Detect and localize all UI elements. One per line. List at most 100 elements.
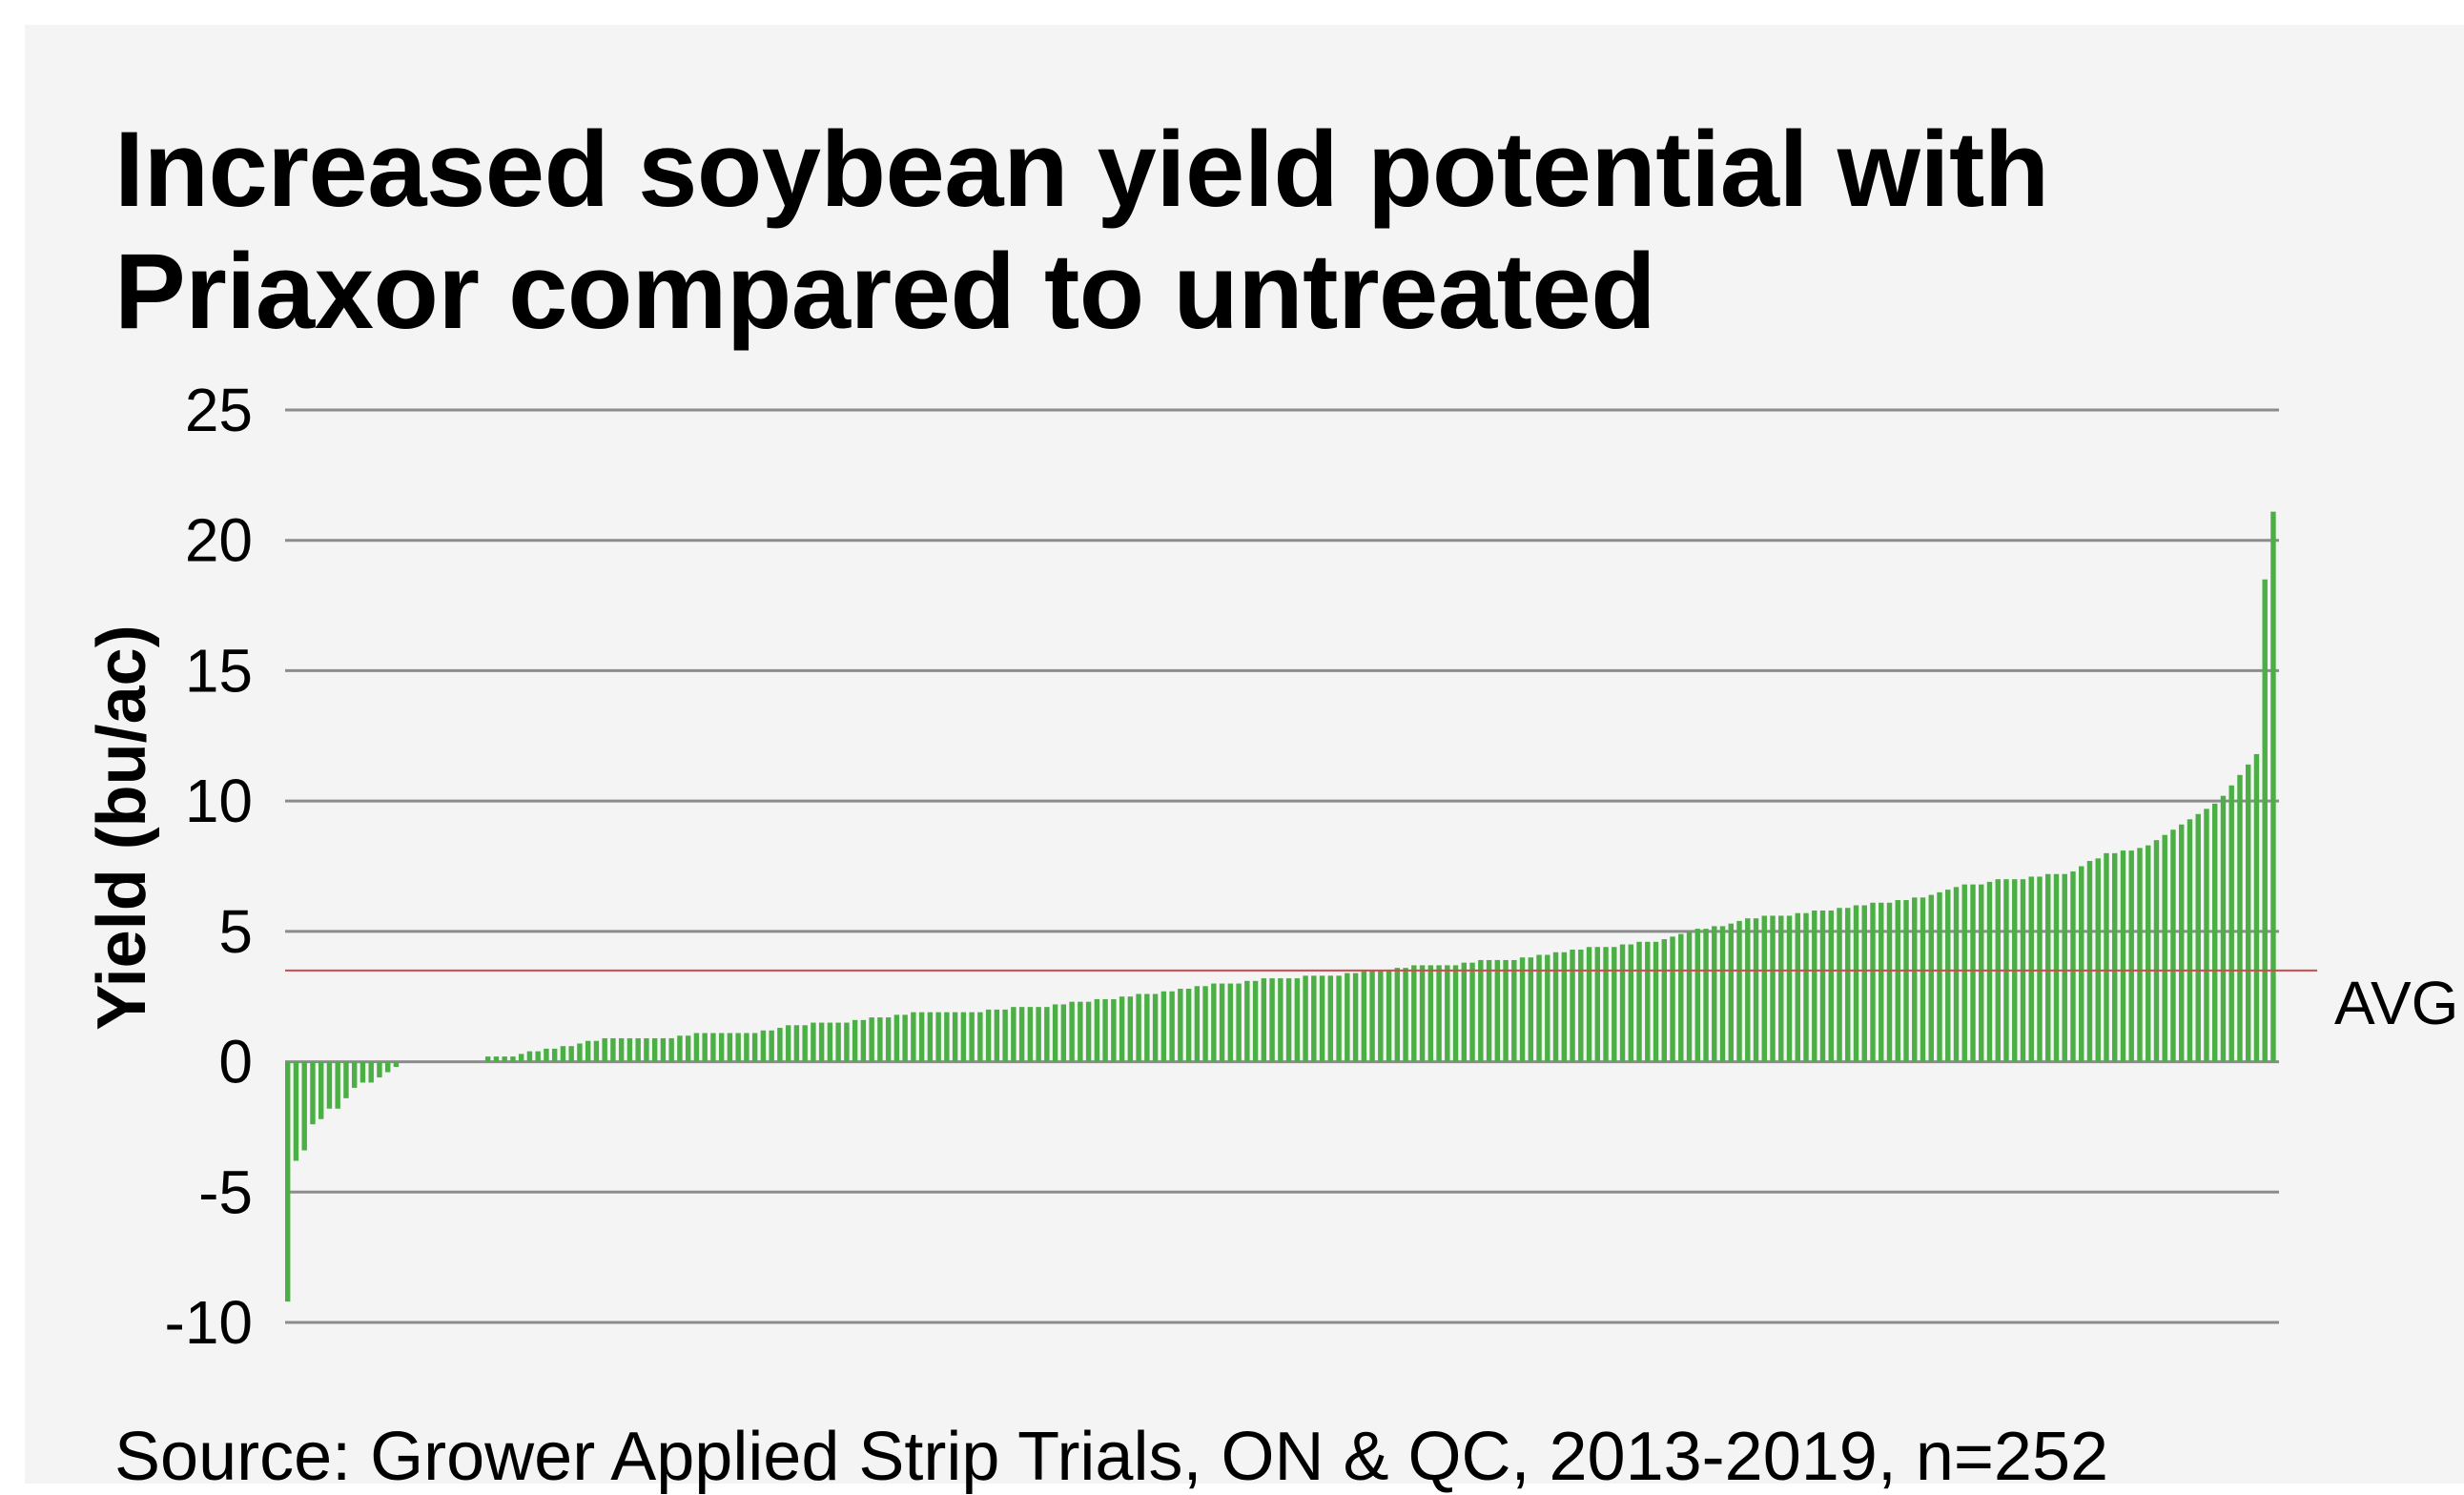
bar xyxy=(1545,954,1550,1062)
bar xyxy=(2053,873,2060,1062)
bar xyxy=(1636,941,1642,1062)
bar xyxy=(1386,970,1392,1062)
bar xyxy=(2237,774,2243,1062)
bar xyxy=(852,1019,858,1062)
bar xyxy=(1903,900,1909,1062)
bar xyxy=(1336,975,1342,1062)
bar xyxy=(2170,829,2176,1062)
bar xyxy=(1202,986,1208,1062)
bar xyxy=(644,1037,649,1062)
y-tick-label: 5 xyxy=(218,897,253,966)
bar xyxy=(1970,884,1976,1062)
bar xyxy=(1979,884,1984,1062)
bar xyxy=(1953,887,1960,1062)
bar xyxy=(1753,918,1759,1062)
bar xyxy=(285,1061,291,1302)
bar xyxy=(1069,1001,1075,1062)
bar xyxy=(1511,959,1517,1062)
bar xyxy=(384,1061,391,1073)
bar xyxy=(1795,912,1800,1062)
bar xyxy=(785,1025,791,1062)
bar xyxy=(2120,850,2126,1062)
bar xyxy=(2137,848,2143,1062)
bar xyxy=(1628,944,1633,1062)
bar xyxy=(869,1017,874,1062)
chart-title: Increased soybean yield potential with P… xyxy=(114,109,2049,353)
bar xyxy=(585,1040,591,1062)
bar xyxy=(710,1033,716,1062)
bar xyxy=(1018,1007,1025,1062)
bar xyxy=(635,1037,641,1062)
bar xyxy=(544,1048,549,1062)
bar xyxy=(1837,908,1842,1062)
bar xyxy=(1303,975,1308,1062)
bar xyxy=(1378,970,1384,1062)
bar xyxy=(560,1046,566,1062)
bar xyxy=(1352,973,1359,1062)
bar xyxy=(568,1046,574,1062)
gridlines xyxy=(285,408,2279,1324)
bar xyxy=(1452,965,1459,1062)
bar xyxy=(651,1037,658,1062)
bar xyxy=(977,1012,983,1062)
bar xyxy=(626,1037,633,1062)
bar xyxy=(1436,965,1442,1062)
bar xyxy=(1661,939,1667,1062)
bar xyxy=(860,1019,867,1062)
bar xyxy=(2204,809,2209,1062)
bar xyxy=(1127,996,1134,1062)
bar xyxy=(1786,915,1793,1062)
bar xyxy=(777,1028,783,1062)
bar xyxy=(1236,983,1242,1062)
bar xyxy=(1712,926,1717,1062)
bar xyxy=(502,1056,507,1062)
bar xyxy=(952,1012,958,1062)
y-tick-label: -10 xyxy=(165,1288,254,1357)
bar xyxy=(1111,998,1117,1062)
bar xyxy=(1819,910,1826,1062)
bar xyxy=(2187,819,2193,1062)
y-tick-label: 20 xyxy=(185,506,253,575)
bar xyxy=(735,1033,741,1062)
bar xyxy=(2162,834,2167,1062)
bar xyxy=(1361,970,1367,1062)
bar xyxy=(2037,876,2043,1062)
average-label: AVG xyxy=(2334,969,2458,1037)
bar xyxy=(1044,1007,1050,1062)
bar xyxy=(1178,989,1183,1062)
bar xyxy=(1861,905,1867,1062)
bar xyxy=(326,1061,333,1109)
bar xyxy=(1920,897,1926,1062)
bar xyxy=(944,1012,950,1062)
bar xyxy=(1536,954,1542,1062)
bar xyxy=(1494,959,1501,1062)
bar xyxy=(1478,959,1484,1062)
bar xyxy=(610,1037,616,1062)
bar xyxy=(2146,845,2151,1062)
bar xyxy=(702,1033,708,1062)
bar xyxy=(1285,978,1292,1062)
bar xyxy=(1736,920,1742,1062)
bar xyxy=(1427,965,1434,1062)
bar xyxy=(877,1017,883,1062)
bar xyxy=(368,1061,374,1083)
bar xyxy=(310,1061,316,1125)
bar xyxy=(2153,840,2160,1062)
y-axis-title: Yield (bu/ac) xyxy=(84,625,160,1030)
bar xyxy=(935,1012,941,1062)
bar xyxy=(985,1009,992,1062)
bar xyxy=(1094,998,1100,1062)
bar xyxy=(293,1061,299,1161)
bar xyxy=(927,1012,934,1062)
bar xyxy=(769,1030,774,1062)
bar xyxy=(301,1061,307,1151)
bar xyxy=(1937,891,1942,1062)
bar xyxy=(2112,852,2118,1062)
bar xyxy=(1728,923,1734,1062)
bar xyxy=(2179,824,2185,1062)
bar xyxy=(2246,764,2251,1062)
bar xyxy=(660,1037,667,1062)
bar xyxy=(1561,952,1568,1062)
bar xyxy=(918,1012,925,1062)
